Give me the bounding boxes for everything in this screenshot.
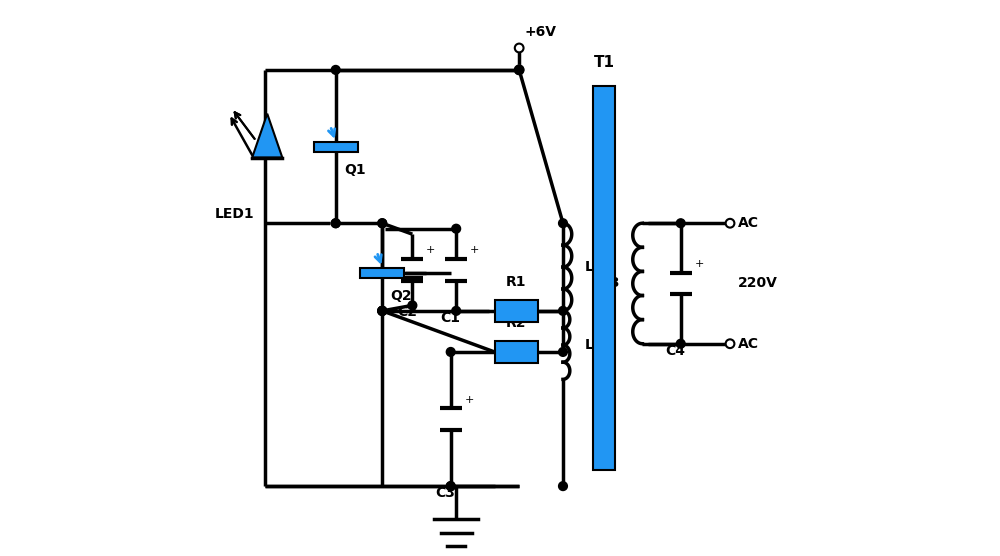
Text: +: + [426,245,435,255]
Text: T1: T1 [594,55,615,70]
Circle shape [378,219,387,227]
Circle shape [676,339,685,348]
Text: Q2: Q2 [390,289,412,303]
Circle shape [515,66,524,75]
Text: C2: C2 [397,305,417,319]
Circle shape [676,219,685,227]
Text: LED1: LED1 [215,207,254,221]
Text: Q1: Q1 [344,163,366,177]
Bar [495,300,538,322]
Circle shape [559,348,567,356]
Circle shape [726,339,734,348]
Text: L1: L1 [585,260,604,274]
Circle shape [452,306,461,315]
Circle shape [559,481,567,490]
Circle shape [446,348,455,356]
Text: R2: R2 [506,316,527,330]
Text: AC: AC [738,216,759,230]
Circle shape [378,306,387,315]
Text: L2: L2 [585,338,604,352]
Text: +: + [694,259,704,269]
Circle shape [331,219,340,227]
Bar [360,268,404,278]
Text: L3: L3 [602,276,620,290]
Text: +6V: +6V [525,24,557,38]
Circle shape [559,219,567,227]
Text: +: + [470,245,479,255]
Text: AC: AC [738,337,759,351]
Circle shape [408,301,417,310]
Circle shape [378,219,387,227]
Circle shape [446,481,455,490]
Circle shape [452,224,461,233]
Text: C1: C1 [441,311,461,325]
Bar [314,142,358,152]
Circle shape [331,66,340,75]
Circle shape [446,481,455,490]
Circle shape [515,43,524,52]
Circle shape [378,306,387,315]
Circle shape [331,219,340,227]
Text: C3: C3 [435,486,455,500]
Circle shape [726,219,734,227]
Polygon shape [252,113,282,157]
Text: +: + [464,395,474,405]
Circle shape [559,306,567,315]
Text: 220V: 220V [738,276,778,290]
Bar [495,341,538,363]
Circle shape [515,66,524,75]
Bar [593,86,615,470]
Circle shape [378,306,387,315]
Circle shape [378,306,387,315]
Text: R1: R1 [506,275,527,289]
Text: C4: C4 [665,344,685,358]
